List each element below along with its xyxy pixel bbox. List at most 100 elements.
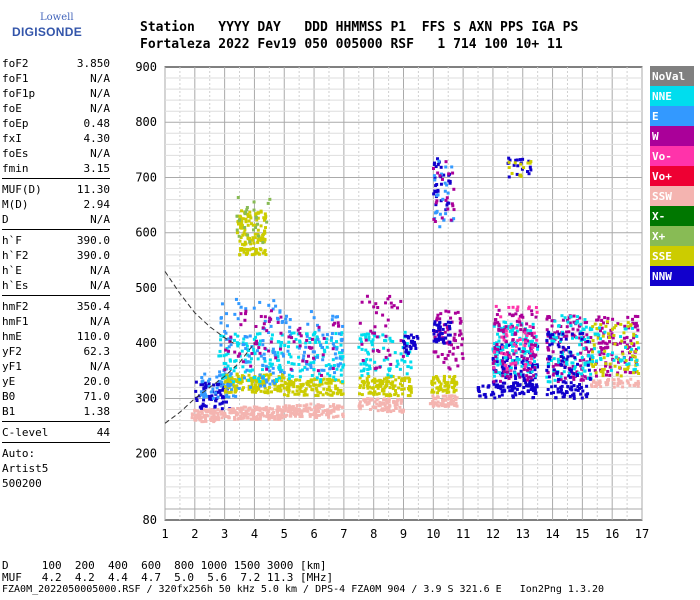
data-point [407, 336, 411, 340]
data-point [625, 367, 629, 371]
data-point [236, 378, 240, 382]
data-point [245, 368, 249, 372]
data-point [565, 330, 569, 334]
data-point [507, 166, 511, 170]
data-point [214, 399, 218, 403]
data-point [242, 337, 246, 341]
data-point [495, 357, 499, 361]
data-point [259, 224, 263, 228]
data-point [204, 404, 208, 408]
data-point [607, 336, 611, 340]
data-point [372, 305, 376, 309]
data-point [236, 417, 240, 421]
data-point [439, 182, 443, 186]
x-tick-label: 4 [251, 527, 258, 541]
param-value: N/A [90, 315, 110, 328]
data-point [593, 332, 597, 336]
data-point [332, 404, 336, 408]
data-point [385, 384, 389, 388]
data-point [447, 384, 451, 388]
data-point [514, 332, 518, 336]
data-point [434, 397, 438, 401]
data-point [500, 365, 504, 369]
data-point [275, 380, 279, 384]
data-point [271, 379, 275, 383]
data-point [222, 354, 226, 358]
data-point [305, 362, 309, 366]
data-point [216, 408, 220, 412]
data-point [370, 379, 374, 383]
x-tick-label: 15 [575, 527, 589, 541]
data-point [287, 386, 291, 390]
data-point [278, 384, 282, 388]
data-point [565, 334, 569, 338]
data-point [441, 399, 445, 403]
data-point [252, 200, 256, 204]
data-point [383, 386, 387, 390]
data-point [258, 247, 262, 251]
data-point [275, 316, 279, 320]
data-point [504, 332, 508, 336]
data-point [232, 338, 236, 342]
data-point [491, 390, 495, 394]
data-point [252, 208, 256, 212]
data-point [390, 382, 394, 386]
data-point [281, 352, 285, 356]
data-point [373, 360, 377, 364]
data-point [442, 360, 446, 364]
data-point [529, 357, 533, 361]
data-point [438, 225, 442, 229]
data-point [592, 343, 596, 347]
data-point [528, 161, 532, 165]
data-point [430, 388, 434, 392]
data-point [629, 350, 633, 354]
data-point [236, 407, 240, 411]
data-point [322, 377, 326, 381]
data-point [248, 214, 252, 218]
data-point [338, 390, 342, 394]
data-point [546, 365, 550, 369]
data-point [492, 392, 496, 396]
data-point [519, 328, 523, 332]
data-point [562, 380, 566, 384]
data-point [547, 330, 551, 334]
data-point [441, 327, 445, 331]
data-point [496, 383, 500, 387]
data-point [400, 358, 404, 362]
data-point [231, 407, 235, 411]
data-point [568, 368, 572, 372]
data-point [404, 350, 408, 354]
data-point [240, 224, 244, 228]
data-point [438, 317, 442, 321]
data-point [249, 216, 253, 220]
data-point [612, 333, 616, 337]
data-point [403, 376, 407, 380]
data-point [456, 345, 460, 349]
data-point [527, 172, 531, 176]
data-point [243, 376, 247, 380]
data-point [255, 389, 259, 393]
data-point [451, 204, 455, 208]
data-point [505, 334, 509, 338]
data-point [219, 373, 223, 377]
data-point [518, 373, 522, 377]
data-point [277, 407, 281, 411]
data-point [452, 336, 456, 340]
data-point [515, 329, 519, 333]
data-point [612, 382, 616, 386]
data-point [401, 354, 405, 358]
data-point [552, 335, 556, 339]
data-point [250, 222, 254, 226]
data-point [302, 407, 306, 411]
data-point [298, 326, 302, 330]
param-separator [2, 178, 110, 182]
data-point [254, 248, 258, 252]
data-point [244, 409, 248, 413]
data-point [565, 362, 569, 366]
data-point [451, 352, 455, 356]
data-point [360, 393, 364, 397]
data-point [511, 348, 515, 352]
data-point [591, 325, 595, 329]
data-point [602, 352, 606, 356]
data-point [633, 370, 637, 374]
